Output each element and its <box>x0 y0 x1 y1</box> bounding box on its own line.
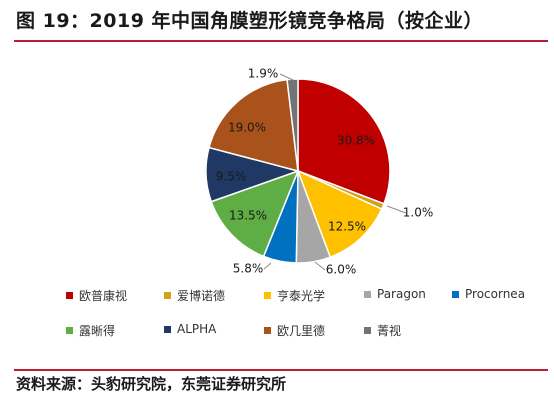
data-label-oupu: 30.8% <box>337 134 375 148</box>
legend-swatch-alpha <box>164 325 171 333</box>
legend-item-alpha: ALPHA <box>164 322 216 336</box>
legend-item-paragon: Paragon <box>364 287 426 301</box>
data-label-luxide: 13.5% <box>229 209 267 223</box>
legend-label-jingshi: 菁视 <box>377 324 402 338</box>
data-label-hengtai: 12.5% <box>328 220 366 234</box>
legend-label-alpha: ALPHA <box>177 322 217 336</box>
pie-slice-hengtai <box>296 169 383 259</box>
legend-label-ouji: 欧几里德 <box>277 324 326 338</box>
title-rule <box>14 40 548 42</box>
legend-item-hengtai: 亨泰光学 <box>264 287 325 304</box>
data-label-procornea: 5.8% <box>233 262 264 276</box>
legend-swatch-aibo <box>164 292 171 299</box>
pie-slice-jingshi <box>286 78 299 172</box>
data-label-alpha: 9.5% <box>216 170 247 184</box>
data-label-aibo: 1.0% <box>403 206 434 220</box>
data-label-paragon: 6.0% <box>326 263 357 277</box>
legend-item-luxide: 露晰得 <box>66 322 115 339</box>
legend-label-aibo: 爱博诺德 <box>177 289 226 303</box>
pie-slice-luxide <box>210 169 300 258</box>
leader-line-aibo <box>386 205 407 214</box>
pie-slice-ouji <box>208 78 299 173</box>
legend-swatch-luxide <box>66 327 73 334</box>
legend-item-procornea: Procornea <box>452 287 525 301</box>
legend-label-oupu: 欧普康视 <box>79 289 128 303</box>
legend-label-luxide: 露晰得 <box>79 324 116 338</box>
source-note: 资料来源：头豹研究院，东莞证券研究所 <box>16 375 287 393</box>
legend-swatch-hengtai <box>264 292 271 299</box>
legend-swatch-jingshi <box>364 327 371 334</box>
legend-item-aibo: 爱博诺德 <box>164 287 225 304</box>
legend-label-paragon: Paragon <box>377 287 426 301</box>
pie-slice-oupu <box>297 78 391 205</box>
legend-label-hengtai: 亨泰光学 <box>277 289 326 303</box>
legend-item-ouji: 欧几里德 <box>264 322 325 339</box>
legend-swatch-procornea <box>452 290 459 298</box>
legend-swatch-ouji <box>264 327 271 334</box>
legend-item-oupu: 欧普康视 <box>66 287 127 304</box>
source-rule <box>14 369 548 371</box>
legend-swatch-oupu <box>66 292 73 299</box>
leader-line-jingshi <box>279 73 294 81</box>
leader-line-paragon <box>314 261 326 271</box>
data-label-ouji: 19.0% <box>228 121 266 135</box>
legend-item-jingshi: 菁视 <box>364 322 401 339</box>
legend-swatch-paragon <box>364 290 371 298</box>
data-label-jingshi: 1.9% <box>248 67 279 81</box>
chart-title: 图 19：2019 年中国角膜塑形镜竞争格局（按企业） <box>16 10 484 32</box>
leader-line-procornea <box>263 262 272 270</box>
legend-label-procornea: Procornea <box>465 287 526 301</box>
